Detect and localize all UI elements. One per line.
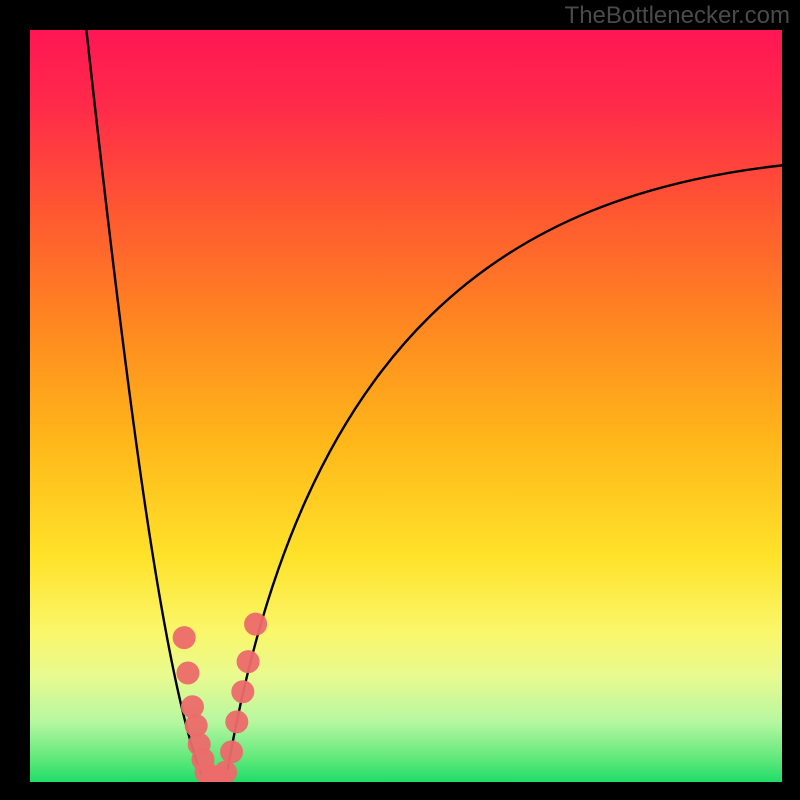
data-marker: [232, 681, 254, 703]
bottleneck-curve-chart: [30, 30, 782, 782]
chart-frame: TheBottlenecker.com: [0, 0, 800, 800]
data-marker: [221, 741, 243, 763]
data-marker: [173, 627, 195, 649]
data-marker: [177, 662, 199, 684]
data-marker: [181, 696, 203, 718]
data-marker: [226, 711, 248, 733]
data-marker: [185, 715, 207, 737]
curve-segment: [226, 165, 782, 782]
watermark-text: TheBottlenecker.com: [565, 2, 790, 30]
data-marker: [245, 613, 267, 635]
data-marker: [237, 651, 259, 673]
plot-area: [30, 30, 782, 782]
data-marker: [215, 761, 237, 782]
